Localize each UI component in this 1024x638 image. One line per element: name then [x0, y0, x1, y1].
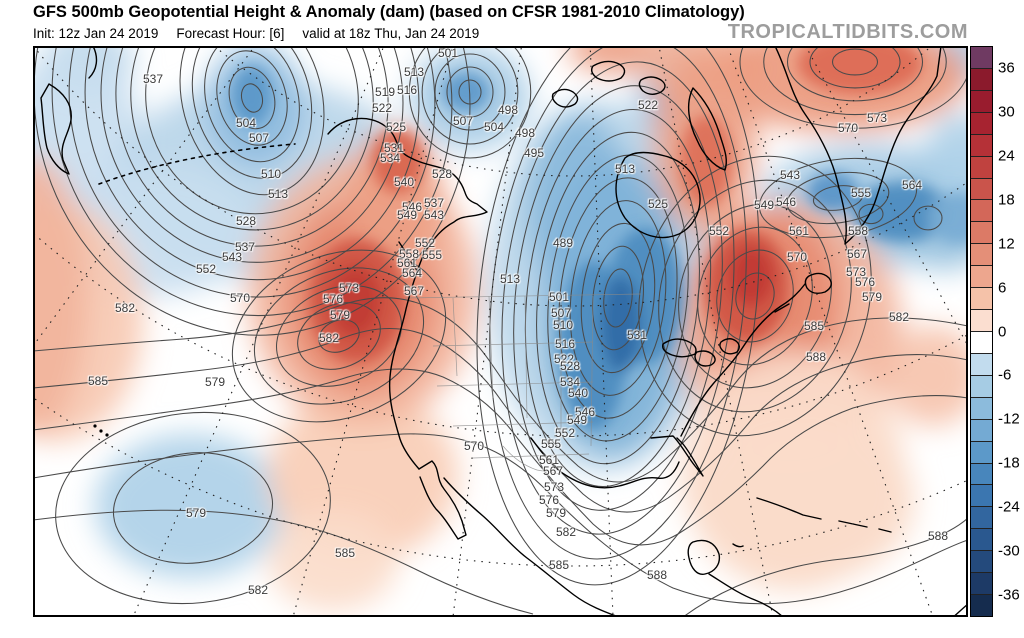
colorbar-cell [971, 287, 992, 310]
colorbar-cell [971, 89, 992, 112]
colorbar-tick-label: 18 [998, 191, 1015, 209]
colorbar-cell [971, 528, 992, 551]
anomaly-colorbar [970, 46, 993, 617]
init-line: Init: 12z Jan 24 2019 Forecast Hour: [6] v… [33, 26, 497, 41]
init-label: Init: 12z Jan 24 2019 [33, 26, 159, 41]
colorbar-cell [971, 396, 992, 419]
coastlines-layer [40, 46, 968, 617]
colorbar-cell [971, 352, 992, 375]
colorbar-cell [971, 572, 992, 595]
colorbar-tick-label: -24 [998, 498, 1020, 516]
colorbar-cell [971, 67, 992, 90]
colorbar-cell [971, 418, 992, 441]
colorbar-tick-label: 6 [998, 279, 1007, 297]
colorbar-tick-label: 24 [998, 147, 1015, 165]
watermark-tropicaltidbits: TROPICALTIDBITS.COM [727, 21, 968, 43]
valid-time-label: valid at 18z Thu, Jan 24 2019 [302, 26, 480, 41]
colorbar-cell [971, 462, 992, 485]
colorbar-tick-label: 30 [998, 103, 1015, 121]
colorbar-tick-label: -36 [998, 586, 1020, 604]
colorbar-cell [971, 594, 992, 616]
colorbar-cell [971, 550, 992, 573]
chart-title: GFS 500mb Geopotential Height & Anomaly … [33, 3, 745, 21]
colorbar-cell [971, 155, 992, 178]
colorbar-tick-label: -30 [998, 542, 1020, 560]
colorbar-cell [971, 440, 992, 463]
colorbar-tick-label: -12 [998, 410, 1020, 428]
map-graphic [33, 46, 968, 617]
colorbar-cell [971, 330, 992, 353]
colorbar-cell [971, 374, 992, 397]
forecast-hour-label: Forecast Hour: [6] [176, 26, 285, 41]
colorbar-tick-label: 36 [998, 59, 1015, 77]
colorbar-tick-labels: 36 30 24 18 12 6 0 -6 -12 -18 -24 -30 -36 [998, 46, 1024, 617]
colorbar-cell [971, 47, 992, 68]
colorbar-cell [971, 177, 992, 200]
colorbar-cell [971, 111, 992, 134]
colorbar-tick-label: 0 [998, 323, 1007, 340]
colorbar-cell [971, 133, 992, 156]
colorbar-cell [971, 484, 992, 507]
colorbar-tick-label: 12 [998, 235, 1015, 253]
map-canvas: 537 504 507 510 513 528 501 513 516 519 522 525 531 5… [33, 46, 968, 617]
colorbar-cell [971, 506, 992, 529]
latlon-grid-layer [33, 46, 968, 617]
state-borders-layer [404, 293, 642, 475]
colorbar-cell [971, 265, 992, 288]
colorbar-cell [971, 199, 992, 222]
colorbar-cell [971, 243, 992, 266]
colorbar-tick-label: -18 [998, 454, 1020, 472]
colorbar-cell [971, 309, 992, 331]
colorbar-tick-label: -6 [998, 366, 1012, 384]
colorbar-cell [971, 221, 992, 244]
